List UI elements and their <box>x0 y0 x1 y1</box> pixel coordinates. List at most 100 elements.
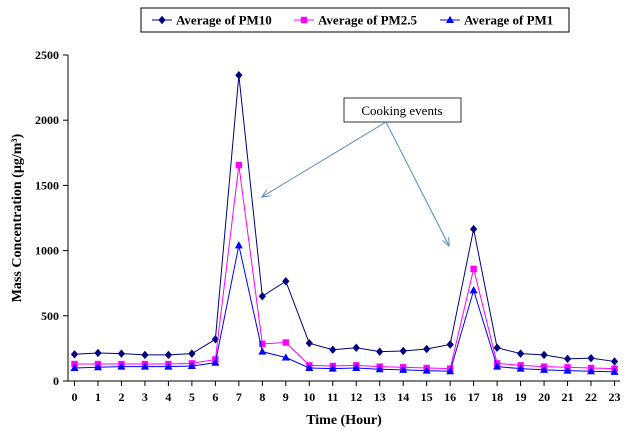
annotation-box <box>343 97 462 123</box>
data-point <box>164 350 173 360</box>
x-tick-label: 12 <box>350 390 362 404</box>
y-tick-label: 1000 <box>35 244 59 258</box>
y-tick-label: 0 <box>53 374 59 388</box>
x-tick-label: 19 <box>515 390 527 404</box>
data-point <box>211 358 220 366</box>
data-point <box>93 363 102 371</box>
data-point <box>282 339 290 346</box>
y-tick-label: 500 <box>41 309 59 323</box>
data-point <box>187 361 196 370</box>
data-point <box>305 363 314 371</box>
legend-marker <box>300 16 308 24</box>
data-point <box>352 363 361 371</box>
legend-marker <box>158 15 166 25</box>
plot-area <box>70 71 619 375</box>
x-tick-label: 2 <box>118 390 124 404</box>
y-tick-label: 2500 <box>35 48 59 62</box>
data-point <box>446 367 455 375</box>
legend: Average of PM10 Average of PM2.5 Average o… <box>140 7 570 33</box>
legend-label: Average of PM10 <box>176 13 272 28</box>
x-tick-label: 18 <box>491 390 503 404</box>
series-line <box>74 75 615 362</box>
data-point <box>140 362 149 370</box>
x-tick-label: 21 <box>562 390 574 404</box>
x-tick-label: 1 <box>95 390 101 404</box>
data-point <box>469 286 478 294</box>
x-tick-label: 4 <box>165 390 171 404</box>
data-point <box>540 350 548 360</box>
data-point <box>423 344 431 354</box>
data-point <box>117 349 126 358</box>
x-tick-label: 17 <box>468 390 480 404</box>
x-tick-label: 10 <box>303 390 315 404</box>
annotation-arrowhead <box>260 189 271 198</box>
data-point <box>352 343 360 352</box>
y-tick-label: 2000 <box>35 113 59 127</box>
data-point <box>470 265 477 273</box>
data-point <box>493 343 501 352</box>
x-tick-label: 7 <box>236 390 242 404</box>
data-point <box>235 71 243 80</box>
data-point <box>235 161 243 169</box>
y-tick-label: 1500 <box>35 178 59 192</box>
data-point <box>282 277 290 286</box>
data-point <box>470 224 478 234</box>
data-point <box>446 340 454 349</box>
series-1 <box>70 71 619 366</box>
x-tick-label: 9 <box>283 390 289 404</box>
data-point <box>563 366 572 374</box>
data-point <box>540 365 549 373</box>
data-point <box>259 340 266 348</box>
data-point <box>281 353 290 361</box>
data-point <box>70 363 79 371</box>
data-point <box>563 354 572 364</box>
data-point <box>188 349 196 358</box>
data-point <box>258 292 266 301</box>
legend-box <box>140 7 570 33</box>
legend-label: Average of PM1 <box>464 13 553 28</box>
data-point <box>141 350 149 360</box>
x-tick-label: 15 <box>421 390 433 404</box>
series-2 <box>71 161 618 372</box>
annotation-arrowhead <box>442 237 450 248</box>
series-line <box>74 245 615 373</box>
x-tick-label: 23 <box>609 390 621 404</box>
data-point <box>375 365 384 373</box>
data-point <box>399 346 407 356</box>
data-point <box>94 348 102 358</box>
x-tick-label: 6 <box>212 390 218 404</box>
x-tick-label: 11 <box>327 390 338 404</box>
data-point <box>329 345 337 354</box>
annotation-arrow <box>385 121 450 247</box>
data-point <box>399 365 408 373</box>
legend-label: Average of PM2.5 <box>318 13 418 28</box>
data-point <box>164 362 173 370</box>
data-point <box>70 350 79 359</box>
x-tick-label: 22 <box>585 390 597 404</box>
x-tick-label: 13 <box>374 390 386 404</box>
x-tick-label: 20 <box>538 390 550 404</box>
x-tick-label: 8 <box>259 390 265 404</box>
data-point <box>234 241 243 249</box>
annotation: Cooking events <box>260 97 462 248</box>
data-point <box>493 362 502 370</box>
annotation-arrow <box>261 121 387 198</box>
legend-marker <box>446 15 454 23</box>
x-axis-title: Time (Hour) <box>306 413 382 428</box>
data-point <box>516 349 525 358</box>
data-point <box>376 347 384 356</box>
data-point <box>587 367 596 375</box>
series-3 <box>70 241 619 375</box>
data-point <box>610 367 619 375</box>
data-point <box>258 347 267 355</box>
x-tick-label: 14 <box>397 390 409 404</box>
data-point <box>587 353 595 363</box>
data-point <box>117 362 126 370</box>
x-tick-label: 16 <box>444 390 456 404</box>
series-line <box>74 165 615 370</box>
x-tick-label: 5 <box>189 390 195 404</box>
data-point <box>610 357 619 366</box>
data-point <box>422 366 431 374</box>
